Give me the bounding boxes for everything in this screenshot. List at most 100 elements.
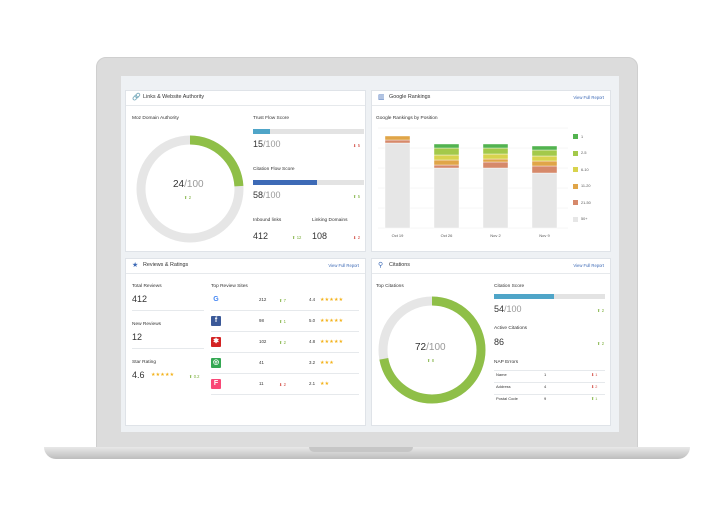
- citation-flow-change: ⬆ 5: [353, 194, 361, 199]
- nap-errors-label: NAP Errors: [494, 360, 519, 365]
- inbound-label: Inbound links: [253, 218, 282, 223]
- citation-score-label: Citation Score: [494, 284, 525, 289]
- top-citations-den: /100: [426, 342, 446, 353]
- nap-row-change: ⬇ 1: [591, 373, 598, 377]
- nap-row-name: Postal Code: [496, 396, 518, 401]
- star-rating-label: Star Rating: [132, 360, 156, 365]
- top-citations-value: 72: [415, 342, 427, 353]
- nap-row-name: Address: [496, 384, 511, 389]
- nap-row-value: 9: [544, 396, 547, 401]
- legend-label: 11-20: [581, 184, 591, 188]
- reviews-panel-title: Reviews & Ratings: [143, 262, 189, 268]
- x-tick-label: Oct 19: [392, 233, 405, 238]
- site-review-change: ⬆ 7: [279, 297, 287, 303]
- rankings-subtitle: Google Rankings by Position: [376, 116, 438, 121]
- divider: [211, 394, 359, 395]
- moz-label: Moz Domain Authority: [132, 116, 179, 121]
- linking-value: 108: [312, 231, 328, 241]
- divider: [494, 370, 605, 371]
- new-reviews-value: 12: [132, 332, 143, 342]
- bar-segment-1: [531, 145, 558, 151]
- star-rating-change: ⬆ 0.2: [189, 374, 200, 379]
- bar-segment-11-20: [433, 159, 460, 166]
- reviews-panel: ★ Reviews & Ratings View Full Report Tot…: [125, 258, 366, 426]
- active-citations-value: 86: [494, 337, 505, 347]
- citation-score-change-value: 2: [601, 308, 605, 313]
- top-citations-change-value: 8: [431, 358, 435, 363]
- bar-segment-21-50: [482, 161, 509, 169]
- linking-change: ⬇ 2: [353, 235, 361, 240]
- site-rating-stars: ★★★★★: [320, 317, 344, 324]
- inbound-change: ⬆ 12: [292, 235, 302, 240]
- inbound-value: 412: [253, 231, 269, 241]
- x-tick-label: Nov 2: [490, 233, 501, 238]
- bar-segment-11-20: [384, 135, 411, 141]
- citations-view-report-link[interactable]: View Full Report: [573, 263, 604, 268]
- top-citations-label: Top Citations: [376, 284, 404, 289]
- active-citations-change: ⬆ 2: [597, 341, 605, 346]
- bar-segment-2-5: [482, 147, 509, 155]
- citation-flow-bar: [253, 180, 364, 185]
- trust-den: /100: [263, 139, 281, 149]
- moz-change: ⬆ 2: [184, 195, 192, 200]
- citation-score: 54/100: [494, 304, 522, 314]
- trust-score: 15/100: [253, 139, 281, 149]
- moz-den: /100: [184, 179, 204, 190]
- site-review-count: 11: [259, 381, 264, 386]
- site-rating: 3.2: [309, 360, 316, 365]
- site-rating: 2.1: [309, 381, 316, 386]
- rankings-chart: Oct 19 Oct 26 Nov 2 Nov 9: [378, 127, 568, 238]
- star-rating-value: 4.6: [132, 370, 145, 380]
- citations-panel-title: Citations: [389, 262, 410, 268]
- bar-segment-6-10: [482, 153, 509, 160]
- legend-label: 2-5: [581, 151, 587, 155]
- site-rating-stars: ★★: [320, 380, 330, 387]
- legend-swatch: [573, 134, 578, 139]
- tripadvisor-icon: ◎: [211, 358, 221, 368]
- active-citations-change-value: 2: [601, 341, 605, 346]
- rankings-view-report-link[interactable]: View Full Report: [573, 95, 604, 100]
- trust-change: ⬇ 5: [353, 143, 361, 148]
- site-rating: 4.4: [309, 297, 316, 302]
- site-rating-stars: ★★★★★: [320, 338, 344, 345]
- nap-row-value: 1: [544, 372, 547, 377]
- legend-label: 50+: [581, 217, 588, 221]
- foursquare-icon: F: [211, 379, 221, 389]
- legend-label: 21-50: [581, 200, 591, 205]
- trust-bar: [253, 129, 364, 134]
- citations-panel-header: ⚲ Citations View Full Report: [372, 259, 610, 274]
- bar-segment-11-20: [482, 158, 509, 163]
- citation-flow-change-value: 5: [357, 194, 361, 199]
- site-review-count: 98: [259, 318, 264, 323]
- bar-segment-2-5: [433, 147, 460, 156]
- legend-swatch: [573, 200, 578, 205]
- bar-segment-1: [482, 143, 509, 149]
- legend-label: 6-10: [581, 167, 589, 172]
- google-icon: G: [211, 295, 221, 305]
- trust-label: Trust Flow Score: [253, 116, 290, 121]
- legend-label: 1: [581, 134, 584, 139]
- site-review-change: ⬆ 2: [279, 339, 287, 345]
- divider: [132, 310, 204, 311]
- site-review-count: 212: [259, 297, 267, 302]
- trust-value: 15: [253, 139, 264, 149]
- nap-row-name: Name: [496, 372, 507, 377]
- total-reviews-value: 412: [132, 294, 148, 304]
- rankings-panel: ▥ Google Rankings View Full Report Googl…: [371, 90, 611, 252]
- bar-segment-6-10: [433, 154, 460, 161]
- nap-row-change: ⬇ 2: [591, 385, 598, 389]
- divider: [211, 331, 359, 332]
- moz-value: 24: [173, 179, 185, 190]
- citations-donut: [378, 296, 486, 404]
- linking-change-value: 2: [357, 235, 361, 240]
- rankings-panel-header: ▥ Google Rankings View Full Report: [372, 91, 610, 106]
- moz-score: 24/100: [173, 179, 204, 190]
- star-rating-stars: ★★★★★: [151, 372, 175, 378]
- star-icon: ★: [132, 262, 139, 269]
- site-review-count: 102: [259, 339, 267, 344]
- reviews-view-report-link[interactable]: View Full Report: [328, 263, 359, 268]
- divider: [494, 382, 605, 383]
- links-panel-title: Links & Website Authority: [143, 94, 205, 100]
- legend-swatch: [573, 216, 578, 222]
- site-review-count: 41: [259, 360, 264, 365]
